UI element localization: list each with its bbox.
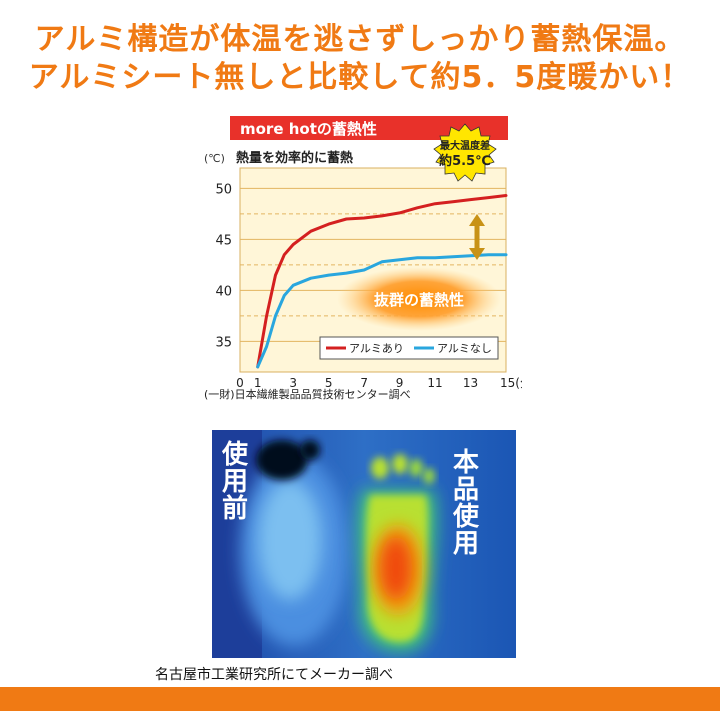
y-tick-label: 50 xyxy=(215,182,232,197)
label-after-use: 本品使用 xyxy=(452,448,479,559)
highlight-text: 抜群の蓄熱性 xyxy=(374,291,464,309)
x-tick-label: 9 xyxy=(396,376,404,390)
y-tick-label: 40 xyxy=(215,284,232,299)
y-axis: 35 40 45 50 xyxy=(215,182,232,350)
source-note: (一財)日本繊維製品品質技術センター調べ xyxy=(204,387,411,401)
headline-line-1: アルミ構造が体温を逃さずしっかり蓄熱保温。 xyxy=(34,22,686,57)
legend-label-aluminum: アルミあり xyxy=(349,342,404,355)
y-tick-label: 45 xyxy=(215,233,232,248)
legend: アルミあり アルミなし xyxy=(319,336,499,360)
x-tick-label: 5 xyxy=(325,376,333,390)
legend-label-no-aluminum: アルミなし xyxy=(437,342,492,355)
y-axis-unit: (℃) xyxy=(204,152,225,165)
chart-header: more hotの蓄熱性 xyxy=(240,120,377,138)
bottom-accent-bar xyxy=(0,687,720,711)
x-tick-label: 13 xyxy=(463,376,478,390)
difference-arrow xyxy=(469,214,485,260)
x-tick-label: 15(分) xyxy=(500,376,522,390)
badge-line-1: 最大温度差 xyxy=(440,139,490,152)
thermal-graphic xyxy=(212,430,516,658)
x-tick-label: 0 xyxy=(236,376,244,390)
max-difference-badge: 最大温度差 約5.5℃ xyxy=(433,123,497,182)
measurement-caption: 名古屋市工業研究所にてメーカー調べ xyxy=(155,667,393,683)
y-tick-label: 35 xyxy=(215,335,232,350)
series-group xyxy=(256,194,508,369)
chart-subtitle: 熱量を効率的に蓄熱 xyxy=(236,150,353,166)
thermal-image: 使用前 本品使用 xyxy=(212,430,516,658)
x-tick-label: 3 xyxy=(289,376,297,390)
x-tick-label: 1 xyxy=(254,376,262,390)
label-before-use: 使用前 xyxy=(221,440,248,524)
series-line-no-aluminum xyxy=(256,253,508,369)
headline-line-2: アルミシート無しと比較して約5．5度暖かい！ xyxy=(28,60,692,95)
badge-line-2: 約5.5℃ xyxy=(439,153,491,169)
highlight-glow xyxy=(337,267,501,331)
x-tick-label: 7 xyxy=(360,376,368,390)
x-tick-label: 11 xyxy=(427,376,442,390)
series-line-aluminum xyxy=(256,194,508,369)
